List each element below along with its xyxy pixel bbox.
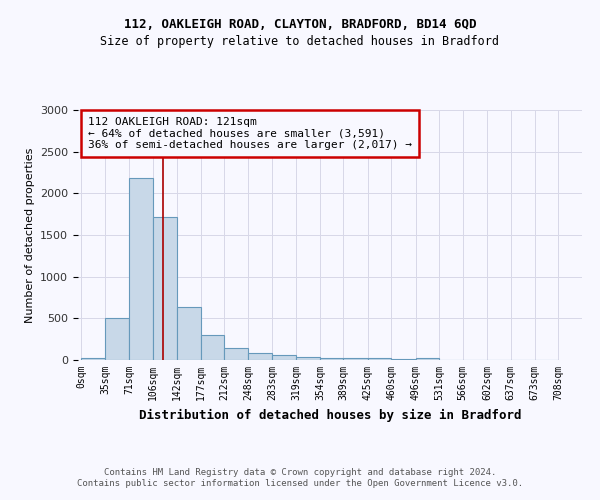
Bar — [153, 216, 177, 360]
Bar — [296, 356, 320, 360]
Bar — [200, 336, 224, 360]
Y-axis label: Number of detached properties: Number of detached properties — [25, 148, 35, 322]
Bar — [82, 358, 105, 360]
Text: Size of property relative to detached houses in Bradford: Size of property relative to detached ho… — [101, 35, 499, 48]
Bar — [224, 348, 248, 360]
Bar — [129, 178, 153, 360]
Bar — [272, 356, 296, 360]
Bar — [105, 318, 129, 360]
Text: 112 OAKLEIGH ROAD: 121sqm
← 64% of detached houses are smaller (3,591)
36% of se: 112 OAKLEIGH ROAD: 121sqm ← 64% of detac… — [88, 116, 412, 150]
Bar — [416, 358, 439, 360]
Bar — [320, 358, 343, 360]
Bar — [248, 354, 272, 360]
Bar — [368, 358, 391, 360]
Bar — [343, 358, 368, 360]
Text: Contains HM Land Registry data © Crown copyright and database right 2024.
Contai: Contains HM Land Registry data © Crown c… — [77, 468, 523, 487]
Bar — [391, 359, 416, 360]
Text: 112, OAKLEIGH ROAD, CLAYTON, BRADFORD, BD14 6QD: 112, OAKLEIGH ROAD, CLAYTON, BRADFORD, B… — [124, 18, 476, 30]
X-axis label: Distribution of detached houses by size in Bradford: Distribution of detached houses by size … — [139, 408, 521, 422]
Bar — [177, 307, 200, 360]
